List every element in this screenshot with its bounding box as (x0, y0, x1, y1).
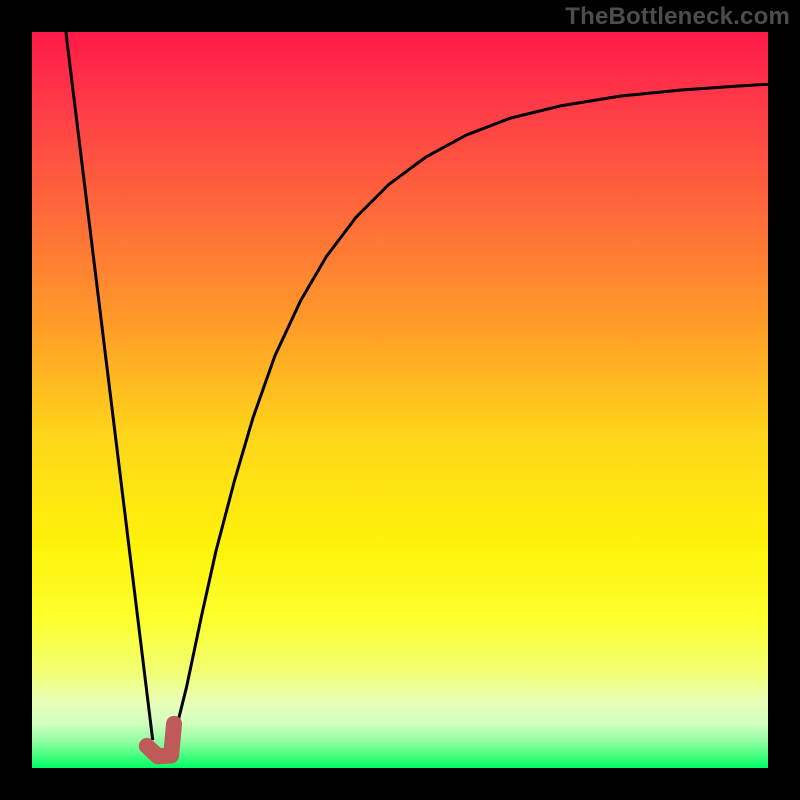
bottleneck-chart (0, 0, 800, 800)
chart-root: TheBottleneck.com (0, 0, 800, 800)
watermark-text: TheBottleneck.com (565, 3, 790, 31)
plot-area (32, 32, 768, 768)
